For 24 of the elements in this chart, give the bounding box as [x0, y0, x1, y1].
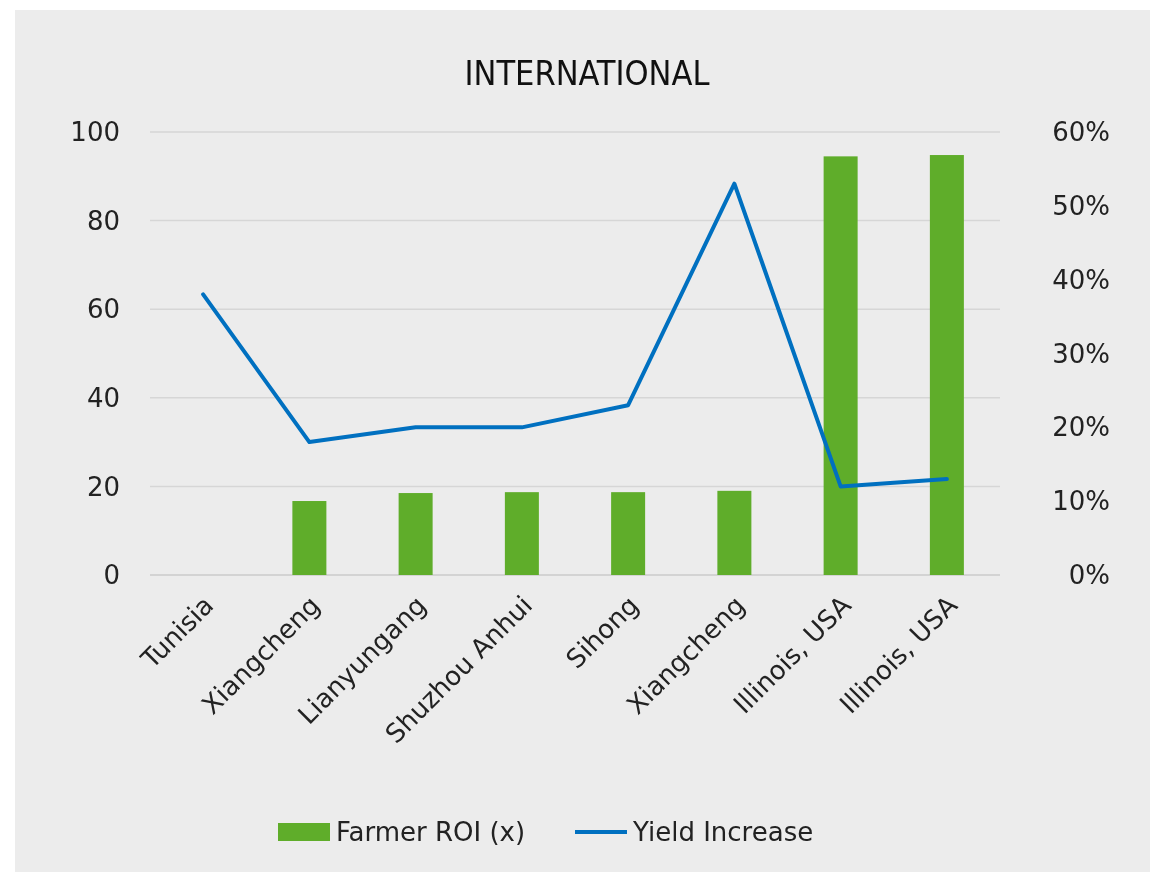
- chart-title: INTERNATIONAL: [464, 53, 710, 93]
- bar: [398, 493, 433, 575]
- bar: [611, 492, 646, 575]
- bar: [929, 155, 964, 575]
- legend-label: Farmer ROI (x): [336, 817, 526, 848]
- y-tick-label: 20: [86, 471, 120, 502]
- y-tick-label: 80: [86, 205, 120, 236]
- y-tick-label: 60: [86, 294, 120, 325]
- bar: [717, 490, 752, 575]
- bar: [292, 501, 327, 575]
- y2-tick-label: 40%: [1052, 264, 1110, 295]
- y2-tick-label: 10%: [1052, 486, 1110, 517]
- y2-tick-label: 30%: [1052, 338, 1110, 369]
- y-tick-label: 100: [70, 117, 120, 148]
- bar: [504, 492, 539, 575]
- y-tick-label: 0: [103, 560, 120, 591]
- legend-label: Yield Increase: [632, 817, 814, 848]
- line-series: [201, 181, 949, 489]
- y2-tick-label: 0%: [1068, 560, 1110, 591]
- y-tick-label: 40: [86, 382, 120, 413]
- y2-tick-label: 20%: [1052, 412, 1110, 443]
- bar: [823, 156, 858, 575]
- y2-tick-label: 50%: [1052, 190, 1110, 221]
- y2-tick-label: 60%: [1052, 117, 1110, 148]
